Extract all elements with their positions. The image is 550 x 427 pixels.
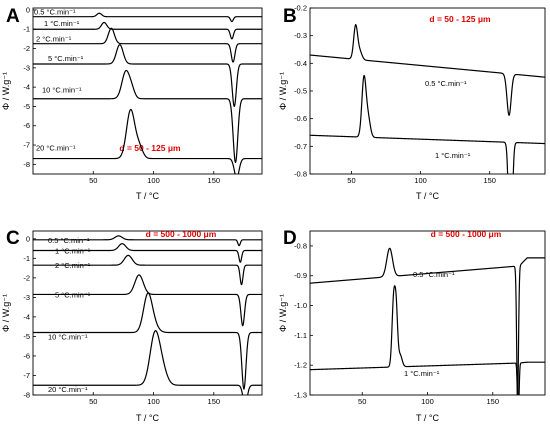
x-tick-label: 150 [483, 176, 496, 185]
series-line-1 [310, 24, 545, 116]
y-tick-label: -0.2 [294, 4, 307, 13]
series-label: 2 °C.min⁻¹ [36, 35, 72, 44]
panel-letter-a: A [6, 6, 20, 27]
y-tick-label: -4 [23, 83, 30, 92]
y-tick-label: -1.2 [294, 361, 307, 370]
series-label: 1 °C.min⁻¹ [435, 151, 471, 160]
chart-panel-d: -0.8 -0.9 -1.0 -1.1 -1.2 -1.3 50 100 150 T / °C Φ … [278, 229, 546, 423]
y-tick-label: -8 [23, 391, 30, 400]
plot-frame [32, 7, 263, 175]
y-tick-label: 0 [26, 5, 30, 14]
series-label: 20 °C.min⁻¹ [36, 144, 76, 153]
series-line-6 [33, 108, 262, 174]
series-label: 0.5 °C.min⁻¹ [48, 236, 90, 245]
x-tick-label: 100 [421, 397, 434, 406]
plot-frame [309, 7, 546, 175]
series-label: 0.5 °C.min⁻¹ [425, 79, 467, 88]
y-tick-label: -1.0 [294, 301, 307, 310]
y-tick-label: -6 [23, 121, 30, 130]
y-tick-label: -5 [23, 102, 30, 111]
y-tick-label: -5 [23, 332, 30, 341]
series-line-1 [33, 235, 262, 247]
y-axis-title: Φ / W.g⁻¹ [1, 294, 11, 332]
x-axis-title: T / °C [136, 413, 159, 423]
series-line-1 [33, 12, 262, 23]
y-tick-label: -0.5 [294, 87, 307, 96]
x-tick-label: 150 [208, 397, 221, 406]
x-tick-label: 50 [358, 397, 366, 406]
series-line-2 [310, 74, 545, 174]
series-line-2 [33, 243, 262, 263]
particle-size-label: d = 500 - 1000 μm [431, 229, 502, 239]
series-label: 10 °C.min⁻¹ [48, 333, 88, 342]
series-line-1 [310, 247, 545, 395]
y-axis-title: Φ / W.g⁻¹ [1, 72, 11, 110]
x-tick-label: 100 [414, 176, 427, 185]
y-tick-label: -0.4 [294, 59, 307, 68]
series-line-4 [33, 44, 262, 107]
series-line-2 [33, 21, 262, 40]
panel-letter-d: D [283, 228, 297, 249]
y-tick-label: -7 [23, 141, 30, 150]
y-tick-label: 0 [26, 234, 30, 243]
series-line-2 [310, 285, 545, 395]
series-label: 1 °C.min⁻¹ [404, 369, 440, 378]
y-tick-label: -7 [23, 371, 30, 380]
y-axis-title: Φ / W.g⁻¹ [278, 294, 288, 332]
y-tick-label: -1.3 [294, 391, 307, 400]
plot-frame [32, 230, 263, 396]
particle-size-label: d = 50 - 125 μm [429, 14, 491, 24]
series-label: 1 °C.min⁻¹ [44, 19, 80, 28]
y-tick-label: -1 [23, 25, 30, 34]
series-line-3 [33, 27, 262, 63]
series-label: 10 °C.min⁻¹ [42, 86, 82, 95]
x-tick-label: 50 [89, 397, 97, 406]
series-line-5 [33, 292, 262, 390]
y-axis-title: Φ / W.g⁻¹ [278, 72, 288, 110]
y-tick-label: -0.7 [294, 142, 307, 151]
particle-size-label: d = 500 - 1000 μm [146, 229, 217, 239]
y-tick-label: -3 [23, 63, 30, 72]
y-tick-label: -3 [23, 293, 30, 302]
series-label: 5 °C.min⁻¹ [48, 54, 84, 63]
chart-panel-b: -0.2 -0.3 -0.4 -0.5 -0.6 -0.7 -0.8 50 100 150 T / … [278, 4, 546, 201]
particle-size-label: d = 50 - 125 μm [119, 143, 181, 153]
series-label: 1 °C.min⁻¹ [55, 247, 91, 256]
y-tick-label: -1 [23, 254, 30, 263]
x-tick-label: 100 [147, 176, 160, 185]
x-tick-label: 150 [208, 176, 221, 185]
y-tick-label: -4 [23, 312, 30, 321]
series-label: 0.5 °C.min⁻¹ [34, 8, 76, 17]
series-line-3 [33, 254, 262, 286]
y-tick-label: -0.3 [294, 31, 307, 40]
series-label: 0.5 °C.min⁻¹ [413, 270, 455, 279]
series-line-5 [33, 69, 262, 164]
panel-letter-b: B [283, 6, 297, 27]
y-tick-label: -8 [23, 160, 30, 169]
x-axis-title: T / °C [416, 191, 439, 201]
y-tick-label: -6 [23, 351, 30, 360]
y-tick-label: -1.1 [294, 331, 307, 340]
x-axis-title: T / °C [416, 413, 439, 423]
series-label: 5 °C.min⁻¹ [55, 290, 91, 299]
y-tick-label: -2 [23, 44, 30, 53]
series-line-4 [33, 274, 262, 327]
y-tick-label: -0.8 [294, 170, 307, 179]
x-tick-label: 50 [347, 176, 355, 185]
series-label: 2 °C.min⁻¹ [55, 261, 91, 270]
x-tick-label: 50 [89, 176, 97, 185]
x-tick-label: 100 [147, 397, 160, 406]
x-axis-title: T / °C [136, 191, 159, 201]
chart-panel-c: 0 -1 -2 -3 -4 -5 -6 -7 -8 50 100 150 T / °C Φ / W.g⁻¹… [1, 229, 263, 423]
x-tick-label: 150 [487, 397, 500, 406]
y-tick-label: -2 [23, 273, 30, 282]
chart-panel-a: 0 -1 -2 -3 -4 -5 -6 -7 -8 50 100 150 T / °C Φ / W.g⁻¹… [1, 5, 263, 201]
y-tick-label: -0.6 [294, 114, 307, 123]
y-tick-label: -0.8 [294, 241, 307, 250]
series-label: 20 °C.min⁻¹ [48, 385, 88, 394]
series-line-6 [33, 330, 262, 395]
y-tick-label: -0.9 [294, 271, 307, 280]
panel-letter-c: C [6, 228, 20, 249]
